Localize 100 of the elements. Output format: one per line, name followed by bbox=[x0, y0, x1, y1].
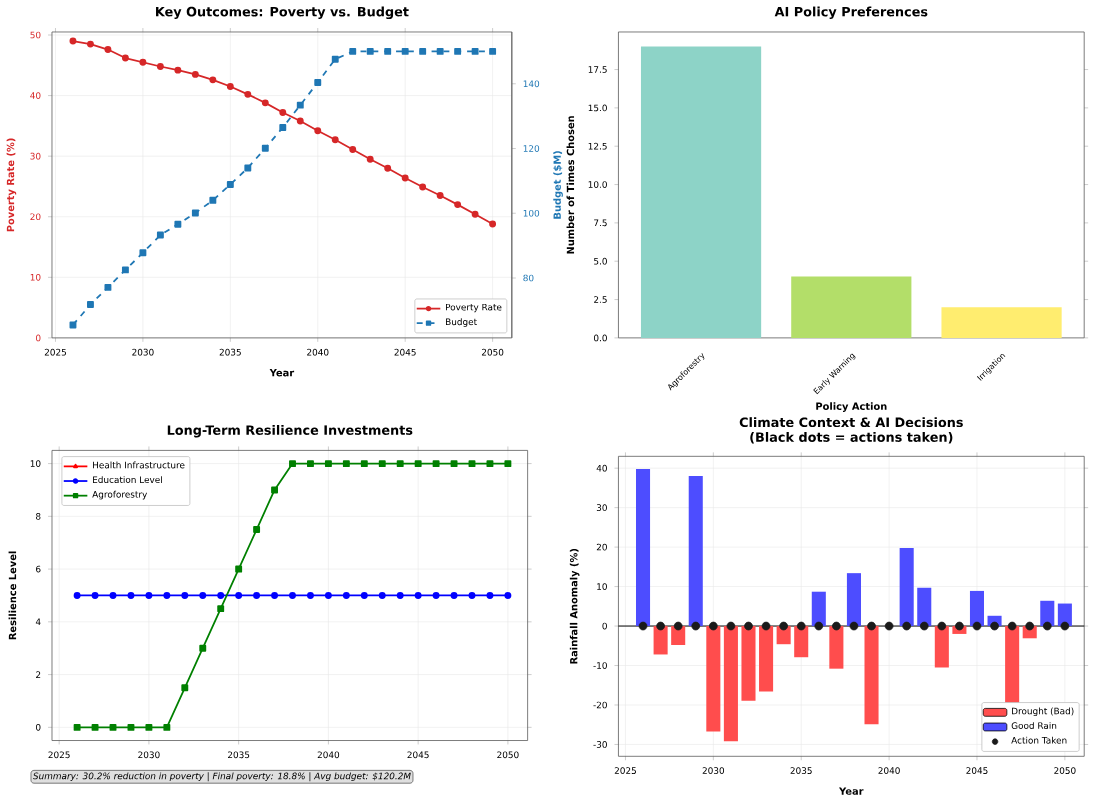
point bbox=[360, 592, 368, 600]
point bbox=[468, 460, 476, 468]
point bbox=[289, 592, 296, 600]
point bbox=[244, 164, 252, 172]
bar bbox=[864, 626, 879, 725]
point bbox=[324, 592, 332, 600]
point bbox=[217, 605, 225, 613]
point bbox=[414, 592, 422, 600]
point bbox=[314, 79, 322, 87]
bar bbox=[636, 469, 651, 627]
point bbox=[174, 221, 182, 229]
point bbox=[366, 156, 374, 163]
point bbox=[454, 201, 462, 209]
point bbox=[217, 592, 225, 600]
bar bbox=[811, 591, 826, 627]
point bbox=[109, 724, 117, 732]
point bbox=[324, 460, 332, 468]
point bbox=[271, 486, 279, 494]
point bbox=[163, 724, 171, 732]
point bbox=[235, 565, 243, 573]
point bbox=[279, 109, 287, 117]
point bbox=[181, 592, 189, 600]
point bbox=[486, 460, 494, 468]
point bbox=[209, 197, 217, 205]
point bbox=[181, 684, 189, 692]
point bbox=[401, 174, 409, 182]
point bbox=[261, 99, 269, 107]
point bbox=[226, 83, 234, 91]
point bbox=[349, 48, 357, 56]
point bbox=[296, 117, 304, 125]
point bbox=[384, 165, 392, 173]
point bbox=[253, 526, 261, 534]
point bbox=[307, 592, 314, 600]
bar bbox=[969, 591, 985, 627]
point bbox=[419, 48, 427, 56]
point bbox=[432, 460, 440, 468]
point bbox=[271, 592, 279, 600]
point bbox=[489, 220, 497, 228]
point bbox=[378, 460, 386, 468]
point bbox=[504, 460, 512, 468]
point bbox=[156, 63, 164, 71]
point bbox=[163, 592, 171, 600]
point bbox=[91, 724, 99, 732]
point bbox=[366, 48, 374, 56]
point bbox=[471, 48, 479, 56]
bar bbox=[706, 626, 721, 732]
point bbox=[174, 66, 182, 74]
point bbox=[253, 592, 261, 600]
point bbox=[471, 211, 479, 219]
point bbox=[69, 321, 77, 329]
point bbox=[331, 56, 339, 63]
point bbox=[486, 592, 494, 600]
point bbox=[199, 592, 207, 600]
point bbox=[436, 48, 444, 56]
point bbox=[349, 146, 357, 154]
point bbox=[504, 592, 512, 600]
point bbox=[296, 101, 304, 109]
point bbox=[307, 460, 314, 468]
point bbox=[91, 592, 99, 600]
point bbox=[432, 592, 440, 600]
point bbox=[191, 71, 199, 79]
point bbox=[209, 76, 217, 84]
point bbox=[401, 48, 409, 56]
point bbox=[139, 249, 147, 257]
point bbox=[145, 592, 153, 600]
point bbox=[279, 124, 287, 132]
point bbox=[191, 209, 199, 217]
point bbox=[156, 231, 164, 239]
point bbox=[450, 592, 458, 600]
point bbox=[226, 181, 234, 189]
bar bbox=[640, 46, 762, 339]
point bbox=[342, 460, 350, 468]
point bbox=[489, 48, 497, 56]
bar bbox=[688, 476, 703, 627]
point bbox=[104, 46, 112, 54]
point bbox=[235, 592, 243, 600]
point bbox=[127, 592, 135, 600]
bar bbox=[791, 276, 912, 339]
point bbox=[414, 460, 422, 468]
point bbox=[396, 460, 404, 468]
point bbox=[127, 724, 135, 732]
bar bbox=[829, 626, 844, 669]
point bbox=[104, 284, 112, 292]
point bbox=[314, 127, 322, 135]
point bbox=[454, 48, 462, 56]
point bbox=[342, 592, 350, 600]
point bbox=[87, 301, 94, 309]
point bbox=[121, 54, 129, 62]
point bbox=[121, 266, 129, 274]
point bbox=[139, 59, 147, 66]
bar bbox=[846, 573, 861, 627]
point bbox=[69, 37, 77, 45]
point bbox=[73, 592, 81, 600]
point bbox=[436, 192, 444, 200]
point bbox=[261, 145, 269, 152]
bar bbox=[941, 307, 1062, 339]
point bbox=[331, 136, 339, 144]
point bbox=[87, 40, 94, 48]
point bbox=[384, 48, 392, 56]
point bbox=[468, 592, 476, 600]
